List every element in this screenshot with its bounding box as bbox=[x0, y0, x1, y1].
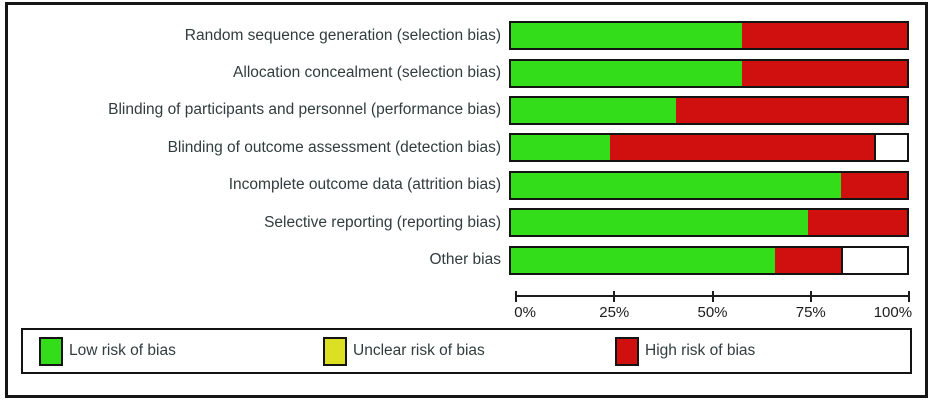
segment-high-risk bbox=[840, 172, 907, 198]
chart-row: Incomplete outcome data (attrition bias) bbox=[8, 167, 909, 204]
segment-low-risk bbox=[511, 210, 808, 236]
legend-item: High risk of bias bbox=[615, 330, 755, 372]
category-label: Blinding of participants and personnel (… bbox=[108, 101, 501, 119]
segment-blank-risk bbox=[841, 247, 907, 273]
chart-row: Blinding of participants and personnel (… bbox=[8, 92, 909, 129]
figure-frame: Random sequence generation (selection bi… bbox=[5, 2, 928, 398]
legend: Low risk of bias Unclear risk of bias High… bbox=[21, 328, 912, 374]
legend-label: Unclear risk of bias bbox=[353, 342, 485, 359]
bias-bar bbox=[509, 133, 909, 163]
x-axis-tick-label: 25% bbox=[599, 304, 630, 321]
legend-label: Low risk of bias bbox=[69, 342, 176, 359]
legend-item: Unclear risk of bias bbox=[323, 330, 485, 372]
category-label: Other bias bbox=[429, 251, 501, 269]
segment-low-risk bbox=[511, 172, 841, 198]
segment-low-risk bbox=[511, 60, 742, 86]
segment-low-risk bbox=[511, 247, 775, 273]
x-axis: 0% 25% 50% 75% 100% bbox=[514, 291, 913, 325]
segment-blank-risk bbox=[874, 135, 907, 161]
legend-swatch-high-risk bbox=[615, 336, 639, 366]
category-label: Selective reporting (reporting bias) bbox=[264, 213, 501, 231]
segment-high-risk bbox=[676, 97, 907, 123]
legend-label: High risk of bias bbox=[645, 342, 756, 359]
bias-bar bbox=[509, 245, 909, 275]
bias-bar bbox=[509, 58, 909, 88]
chart-row: Selective reporting (reporting bias) bbox=[8, 204, 909, 241]
bias-bar bbox=[509, 95, 909, 125]
chart-row: Allocation concealment (selection bias) bbox=[8, 54, 909, 91]
category-label: Random sequence generation (selection bi… bbox=[184, 26, 501, 44]
segment-high-risk bbox=[741, 60, 907, 86]
category-label: Incomplete outcome data (attrition bias) bbox=[228, 176, 501, 194]
x-axis-tick bbox=[613, 291, 616, 302]
legend-swatch-unclear-risk bbox=[323, 336, 347, 366]
segment-high-risk bbox=[741, 23, 907, 49]
segment-high-risk bbox=[610, 135, 874, 161]
chart-rows: Random sequence generation (selection bi… bbox=[8, 17, 909, 279]
chart-row: Other bias bbox=[8, 241, 909, 278]
x-axis-tick-label: 0% bbox=[514, 304, 536, 321]
segment-high-risk bbox=[808, 210, 907, 236]
segment-low-risk bbox=[511, 97, 676, 123]
bias-bar bbox=[509, 170, 909, 200]
bias-bar bbox=[509, 208, 909, 238]
category-label: Allocation concealment (selection bias) bbox=[233, 64, 501, 82]
x-axis-tick-label: 100% bbox=[873, 304, 913, 321]
x-axis-tick bbox=[908, 291, 910, 302]
chart-row: Random sequence generation (selection bi… bbox=[8, 17, 909, 54]
legend-swatch-low-risk bbox=[39, 336, 63, 366]
legend-item: Low risk of bias bbox=[39, 330, 176, 372]
bias-bar bbox=[509, 21, 909, 51]
x-axis-tick-label: 50% bbox=[697, 304, 728, 321]
x-axis-tick bbox=[809, 291, 812, 302]
segment-low-risk bbox=[511, 23, 742, 49]
x-axis-tick bbox=[711, 291, 714, 302]
segment-high-risk bbox=[775, 247, 841, 273]
x-axis-tick bbox=[515, 291, 517, 302]
chart-row: Blinding of outcome assessment (detectio… bbox=[8, 129, 909, 166]
x-axis-tick-label: 75% bbox=[795, 304, 826, 321]
segment-low-risk bbox=[511, 135, 610, 161]
category-label: Blinding of outcome assessment (detectio… bbox=[167, 138, 501, 156]
